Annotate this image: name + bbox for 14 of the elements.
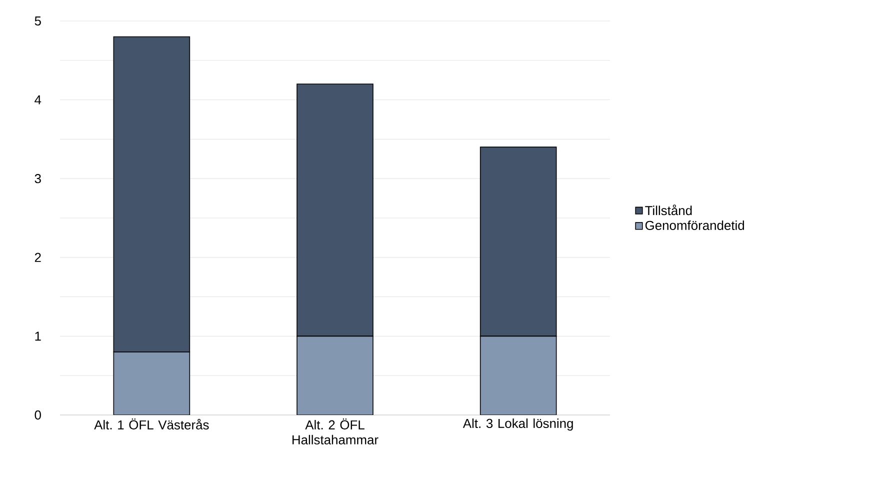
bar xyxy=(113,352,190,415)
x-tick-label: Alt. 3 Lokal lösning xyxy=(462,418,573,431)
legend-label: Tillstånd xyxy=(645,204,692,216)
x-tick-label: Alt. 2 ÖFL Hallstahammar xyxy=(292,418,378,444)
y-tick-label: 3 xyxy=(34,174,41,184)
legend-label: Genomförandetid xyxy=(645,220,744,230)
y-tick-label: 5 xyxy=(34,16,41,26)
y-tick-label: 4 xyxy=(34,95,42,104)
y-tick-label: 2 xyxy=(34,252,41,262)
bar xyxy=(480,336,557,415)
y-tick-label: 0 xyxy=(34,410,41,420)
y-tick-label: 1 xyxy=(35,332,41,341)
bar xyxy=(296,336,374,415)
x-tick-label: Alt. 1 ÖFL Västerås xyxy=(94,418,209,430)
